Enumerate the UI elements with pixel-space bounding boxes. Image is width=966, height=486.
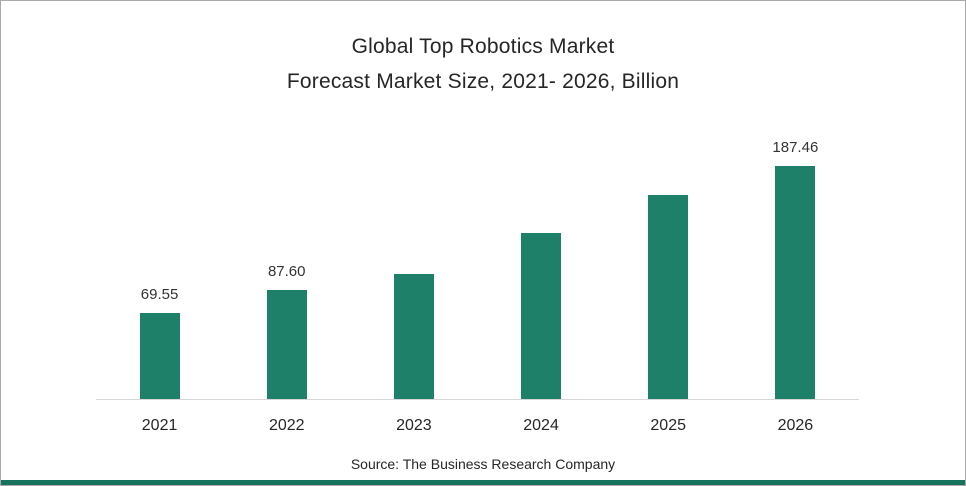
bar-value-label: 187.46: [772, 139, 819, 156]
bar-column: 87.60: [223, 263, 350, 399]
bar-column: 69.55: [96, 286, 223, 399]
bar: [775, 166, 816, 399]
bar: [139, 313, 180, 399]
x-axis-tick-label: 2021: [141, 417, 178, 434]
chart-title: Global Top Robotics Market Forecast Mark…: [1, 29, 965, 99]
bar-column: [350, 247, 477, 399]
bar: [393, 274, 434, 399]
x-axis-tick-label: 2023: [396, 417, 432, 434]
bar-value-label: 69.55: [140, 286, 179, 303]
bar-value-label: 87.60: [267, 263, 306, 280]
bar-value-label: [412, 247, 416, 265]
x-axis-labels: 2021 2022 2023 2024 2025 2026: [96, 417, 859, 435]
plot-area: 69.55 87.60 187.46: [96, 109, 859, 399]
x-axis-line: [96, 399, 859, 400]
bottom-accent-strip: [1, 480, 965, 485]
bar: [266, 290, 307, 399]
bar-value-label: [666, 168, 670, 186]
bar-column: [605, 168, 732, 399]
x-axis-tick-label: 2022: [268, 417, 305, 434]
x-axis-tick-label: 2024: [523, 417, 559, 434]
bar: [648, 195, 689, 399]
x-axis-tick-label: 2026: [777, 417, 814, 434]
x-axis-tick-label: 2025: [650, 417, 686, 434]
chart-title-line1: Global Top Robotics Market: [351, 35, 615, 58]
bar-value-label: [539, 206, 543, 224]
source-attribution: Source: The Business Research Company: [350, 456, 616, 472]
bar-column: [478, 206, 605, 399]
chart-title-line2: Forecast Market Size, 2021- 2026, Billio…: [286, 70, 680, 93]
bar: [521, 233, 562, 399]
bar-column: 187.46: [732, 139, 859, 399]
